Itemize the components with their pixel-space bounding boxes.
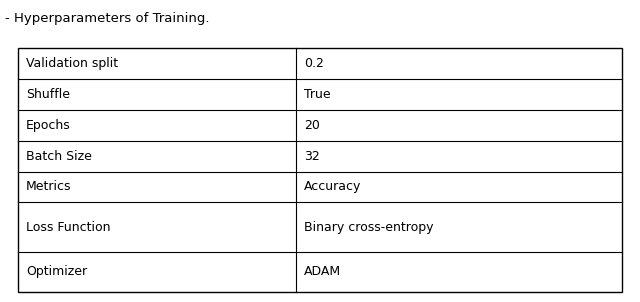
Text: Loss Function: Loss Function [26, 221, 111, 234]
Text: Validation split: Validation split [26, 57, 118, 70]
Text: Optimizer: Optimizer [26, 265, 87, 278]
Text: 20: 20 [304, 119, 320, 132]
Text: ADAM: ADAM [304, 265, 341, 278]
Text: Metrics: Metrics [26, 181, 72, 194]
Text: - Hyperparameters of Training.: - Hyperparameters of Training. [5, 12, 209, 25]
Text: 0.2: 0.2 [304, 57, 324, 70]
Text: Binary cross-entropy: Binary cross-entropy [304, 221, 433, 234]
Bar [18, 48, 622, 292]
Text: Batch Size: Batch Size [26, 149, 92, 162]
Text: True: True [304, 88, 330, 101]
Text: Shuffle: Shuffle [26, 88, 70, 101]
Text: 32: 32 [304, 149, 319, 162]
Text: Accuracy: Accuracy [304, 181, 361, 194]
Text: Epochs: Epochs [26, 119, 71, 132]
